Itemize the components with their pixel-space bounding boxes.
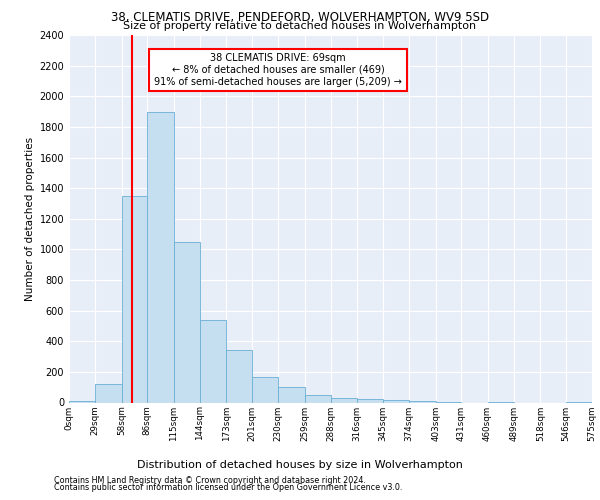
Bar — [305, 395, 331, 402]
Text: 38, CLEMATIS DRIVE, PENDEFORD, WOLVERHAMPTON, WV9 5SD: 38, CLEMATIS DRIVE, PENDEFORD, WOLVERHAM… — [111, 11, 489, 24]
Text: Distribution of detached houses by size in Wolverhampton: Distribution of detached houses by size … — [137, 460, 463, 470]
Bar — [383, 400, 409, 402]
Bar — [278, 387, 305, 402]
Bar — [95, 384, 122, 402]
Bar — [226, 350, 252, 403]
Text: Size of property relative to detached houses in Wolverhampton: Size of property relative to detached ho… — [124, 21, 476, 31]
Bar — [69, 401, 95, 402]
Y-axis label: Number of detached properties: Number of detached properties — [25, 136, 35, 301]
Bar — [409, 401, 436, 402]
Bar — [173, 242, 200, 402]
Bar — [331, 398, 356, 402]
Bar — [252, 377, 278, 402]
Text: 38 CLEMATIS DRIVE: 69sqm
← 8% of detached houses are smaller (469)
91% of semi-d: 38 CLEMATIS DRIVE: 69sqm ← 8% of detache… — [154, 54, 402, 86]
Text: Contains public sector information licensed under the Open Government Licence v3: Contains public sector information licen… — [54, 483, 403, 492]
Bar — [356, 400, 383, 402]
Bar — [122, 196, 147, 402]
Text: Contains HM Land Registry data © Crown copyright and database right 2024.: Contains HM Land Registry data © Crown c… — [54, 476, 366, 485]
Bar — [200, 320, 226, 402]
Bar — [147, 112, 173, 403]
